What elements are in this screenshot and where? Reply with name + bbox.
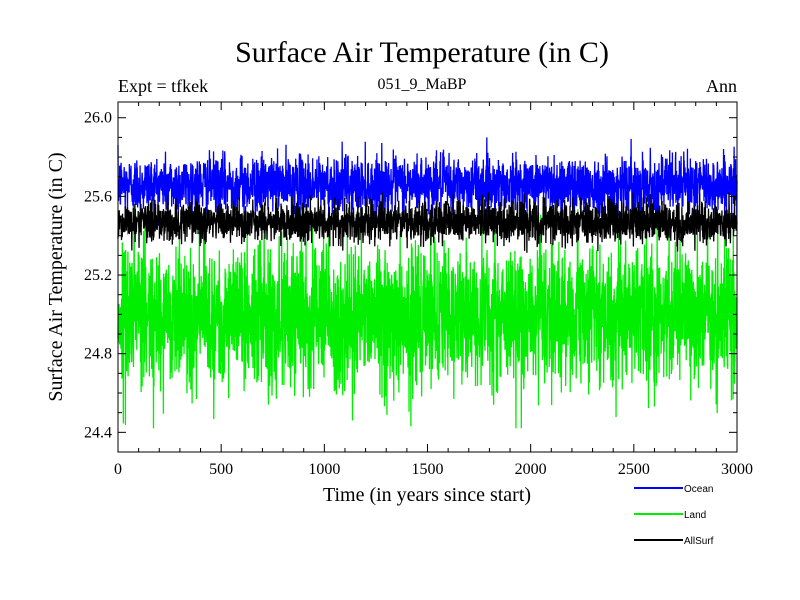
x-tick-label: 500 (209, 461, 233, 478)
x-tick-label: 2000 (515, 461, 547, 478)
x-tick-label: 1000 (308, 461, 340, 478)
legend-label-land: Land (684, 510, 706, 521)
x-tick-label: 0 (114, 461, 122, 478)
y-tick-label: 24.4 (84, 424, 112, 441)
y-tick-label: 24.8 (84, 346, 112, 363)
legend-label-ocean: Ocean (684, 484, 713, 495)
y-tick-label: 25.6 (84, 188, 112, 205)
chart-title: Surface Air Temperature (in C) (235, 36, 609, 69)
series-layer (117, 137, 738, 429)
subtitle-left: Expt = tfkek (118, 76, 208, 96)
series-line-ocean (117, 137, 738, 226)
x-tick-label: 2500 (618, 461, 650, 478)
legend-label-allsurf: AllSurf (684, 536, 714, 547)
subtitle-center: 051_9_MaBP (378, 76, 467, 93)
y-axis-label: Surface Air Temperature (in C) (45, 152, 67, 401)
x-tick-label: 1500 (412, 461, 444, 478)
y-tick-label: 26.0 (84, 110, 112, 127)
legend: Ocean Land AllSurf (634, 484, 714, 547)
series-line-land (117, 206, 738, 429)
x-tick-label: 3000 (721, 461, 753, 478)
subtitle-right: Ann (706, 76, 737, 96)
plot-frame (117, 101, 738, 453)
series-line-allsurf (117, 192, 738, 253)
x-axis-label: Time (in years since start) (323, 484, 531, 506)
y-tick-label: 25.2 (84, 267, 112, 284)
